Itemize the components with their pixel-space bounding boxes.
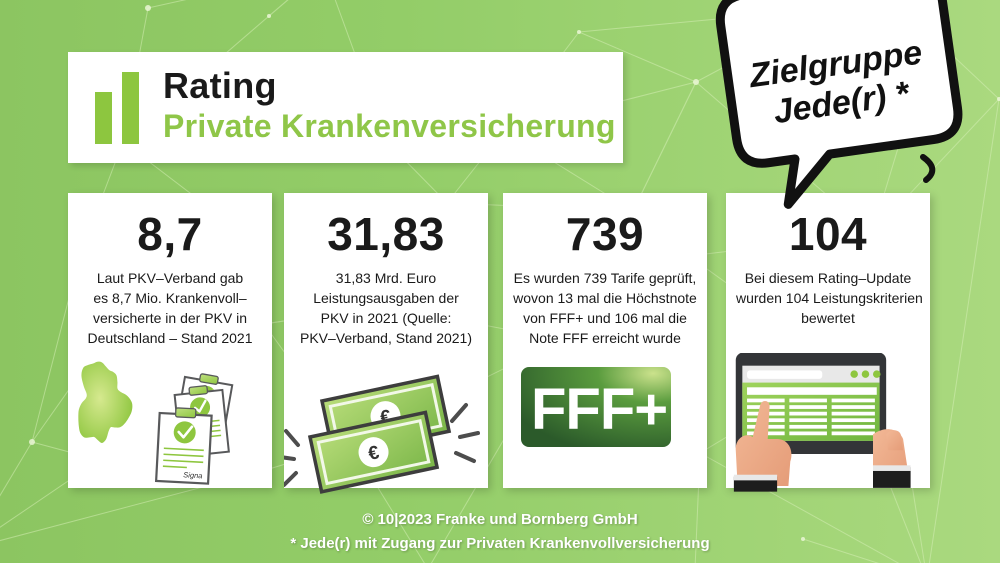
svg-text:Signa: Signa [183, 470, 203, 480]
svg-text:FFF+: FFF+ [531, 377, 667, 442]
